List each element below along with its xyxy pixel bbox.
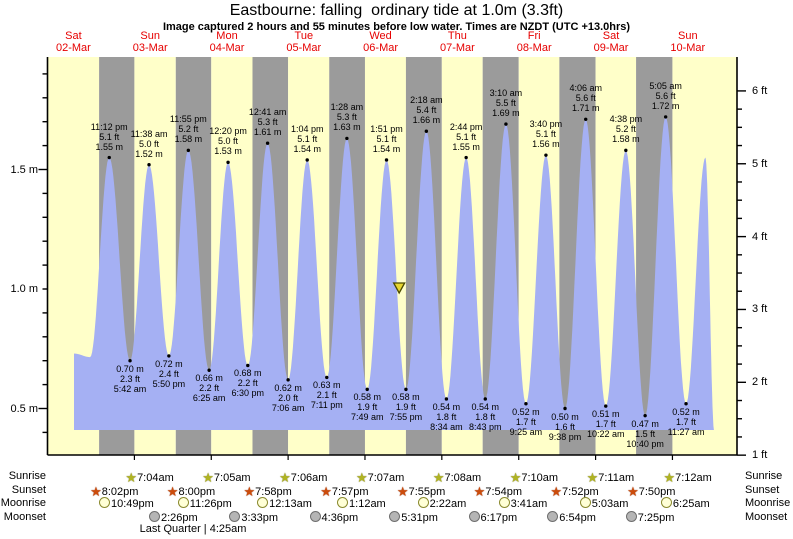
low-tide-dot xyxy=(524,402,528,406)
high-tide-dot xyxy=(544,153,548,157)
low-tide-dot xyxy=(286,378,290,382)
high-tide-dot xyxy=(265,141,270,145)
low-tide-dot xyxy=(604,404,608,408)
moon-phase-note: Last Quarter | 4:25am xyxy=(139,523,247,535)
high-tide-dot xyxy=(424,129,429,133)
low-tide-dot xyxy=(404,387,408,392)
low-tide-dot xyxy=(563,406,567,411)
high-tide-dot xyxy=(504,122,508,126)
high-tide-dot xyxy=(384,158,389,162)
low-tide-dot xyxy=(207,368,211,372)
high-tide-dot xyxy=(186,148,191,153)
high-tide-dot xyxy=(107,155,111,160)
high-tide-dot xyxy=(464,155,468,160)
low-tide-dot xyxy=(684,402,688,406)
low-tide-dot xyxy=(128,359,132,363)
high-tide-dot xyxy=(305,158,309,162)
high-tide-dot xyxy=(624,148,628,153)
low-tide-dot xyxy=(643,413,647,418)
low-tide-dot xyxy=(444,397,449,401)
current-tide-marker xyxy=(392,282,406,295)
page-title: Eastbourne: falling ordinary tide at 1.0… xyxy=(229,2,564,19)
capture-note: Image captured 2 hours and 55 minutes be… xyxy=(162,21,631,33)
low-tide-dot xyxy=(483,397,487,401)
high-tide-dot xyxy=(226,160,230,165)
low-tide-dot xyxy=(325,375,329,380)
high-tide-dot xyxy=(345,136,349,141)
tide-curve xyxy=(74,116,715,431)
high-tide-dot xyxy=(147,163,151,167)
low-tide-dot xyxy=(365,387,369,392)
low-tide-dot xyxy=(167,354,171,358)
high-tide-dot xyxy=(584,117,588,122)
low-tide-dot xyxy=(246,363,250,368)
high-tide-dot xyxy=(663,115,668,119)
